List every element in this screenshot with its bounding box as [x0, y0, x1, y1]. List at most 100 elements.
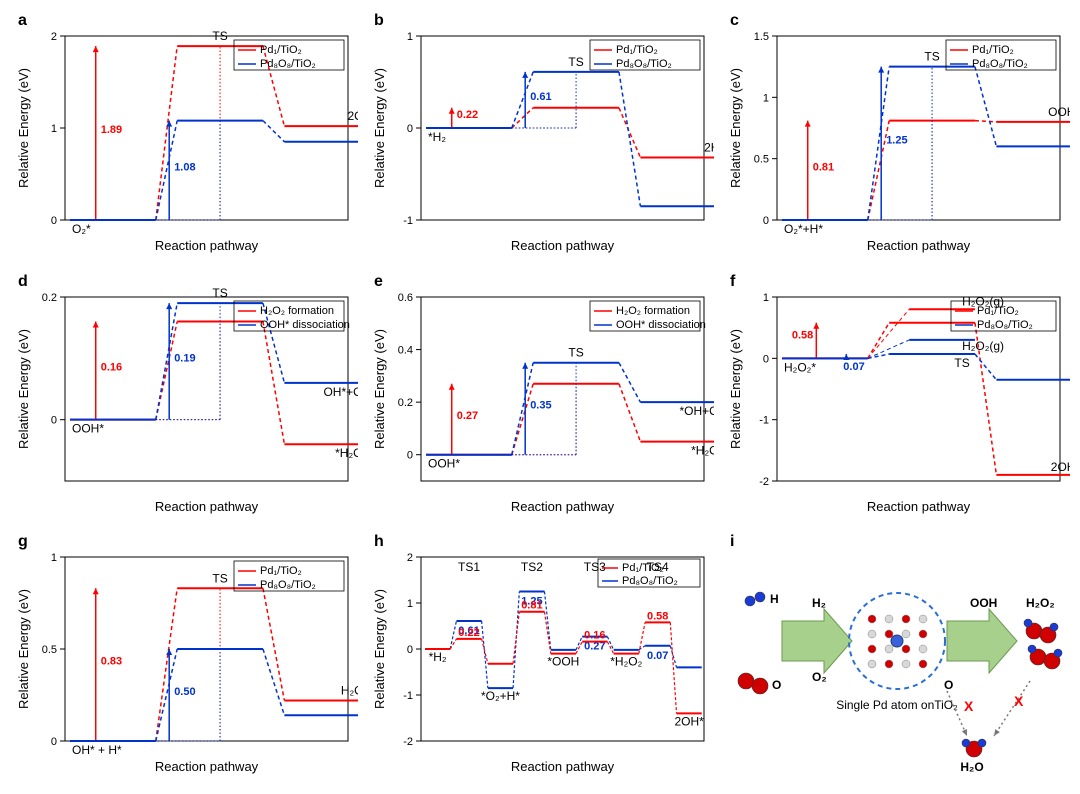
svg-text:Relative Energy (eV): Relative Energy (eV): [16, 329, 31, 449]
panel-label-c: c: [730, 12, 739, 30]
svg-text:2H*: 2H*: [704, 140, 714, 154]
svg-text:OOH: OOH: [970, 596, 997, 610]
svg-text:0.6: 0.6: [398, 292, 413, 304]
svg-text:-1: -1: [403, 690, 413, 702]
svg-text:H: H: [770, 592, 779, 606]
svg-text:Relative Energy (eV): Relative Energy (eV): [372, 68, 387, 188]
svg-text:-2: -2: [403, 736, 413, 748]
panel-b: b -1 0 1 Relative Energy (eV) Reaction pathwa…: [366, 10, 714, 263]
svg-text:Single Pd atom onTiO₂: Single Pd atom onTiO₂: [836, 698, 958, 712]
svg-text:1.89: 1.89: [101, 124, 122, 136]
figure-grid: a 0 1 2 Relative Energy (eV) Reaction pathway…: [10, 10, 1070, 784]
svg-text:OH*+O*: OH*+O*: [323, 385, 358, 399]
svg-text:0.07: 0.07: [843, 361, 864, 373]
svg-text:OH* + H*: OH* + H*: [72, 743, 122, 757]
svg-text:H₂O: H₂O: [960, 760, 983, 774]
svg-text:OOH*: OOH*: [72, 421, 104, 435]
panel-label-i: i: [730, 533, 734, 551]
svg-text:1: 1: [407, 31, 413, 43]
panel-label-d: d: [18, 273, 28, 291]
svg-text:*H₂O₂: *H₂O₂: [691, 443, 714, 457]
svg-text:TS: TS: [212, 572, 227, 586]
svg-text:*OOH: *OOH: [547, 655, 579, 669]
svg-text:Reaction pathway: Reaction pathway: [155, 499, 259, 514]
svg-text:OOH*: OOH*: [428, 456, 460, 470]
svg-text:2O*: 2O*: [347, 109, 358, 123]
svg-text:O: O: [772, 678, 781, 692]
panel-f: f-2-101Relative Energy (eV)Reaction path…: [722, 271, 1070, 524]
svg-text:OOH* dissociation: OOH* dissociation: [616, 319, 706, 331]
svg-text:TS: TS: [568, 55, 583, 69]
svg-text:0.19: 0.19: [174, 352, 195, 364]
svg-text:0: 0: [407, 123, 413, 135]
svg-text:0: 0: [51, 736, 57, 748]
svg-text:Pd₁/TiO₂: Pd₁/TiO₂: [622, 562, 664, 574]
svg-text:*H₂O₂: *H₂O₂: [610, 655, 642, 669]
svg-text:1: 1: [51, 552, 57, 564]
svg-text:H₂O*: H₂O*: [341, 684, 358, 698]
svg-text:0: 0: [51, 414, 57, 426]
svg-text:0.58: 0.58: [792, 329, 813, 341]
svg-text:O₂: O₂: [812, 670, 827, 684]
svg-text:1: 1: [51, 123, 57, 135]
svg-text:Reaction pathway: Reaction pathway: [511, 499, 615, 514]
svg-text:H₂O₂ formation: H₂O₂ formation: [260, 305, 334, 317]
svg-text:*H₂O₂: *H₂O₂: [335, 446, 358, 460]
svg-text:0.50: 0.50: [174, 686, 195, 698]
svg-text:Relative Energy (eV): Relative Energy (eV): [16, 589, 31, 709]
svg-text:TS: TS: [924, 50, 939, 64]
svg-text:-1: -1: [403, 215, 413, 227]
svg-text:H₂: H₂: [812, 596, 826, 610]
svg-text:TS1: TS1: [458, 560, 480, 574]
svg-text:2: 2: [407, 552, 413, 564]
panel-e: e00.20.40.6Relative Energy (eV)Reaction …: [366, 271, 714, 524]
svg-text:Reaction pathway: Reaction pathway: [511, 238, 615, 253]
svg-text:2OH*: 2OH*: [1051, 460, 1070, 474]
svg-text:Pd₁/TiO₂: Pd₁/TiO₂: [260, 565, 302, 577]
svg-text:0.2: 0.2: [398, 397, 413, 409]
panel-label-g: g: [18, 533, 28, 551]
panel-label-a: a: [18, 12, 27, 30]
svg-text:0: 0: [763, 215, 769, 227]
svg-text:Pd₈O₈/TiO₂: Pd₈O₈/TiO₂: [972, 58, 1028, 70]
svg-text:Reaction pathway: Reaction pathway: [155, 238, 259, 253]
svg-text:Reaction pathway: Reaction pathway: [155, 759, 259, 774]
panel-label-e: e: [374, 273, 383, 291]
svg-text:1.5: 1.5: [754, 31, 769, 43]
svg-text:TS: TS: [568, 345, 583, 359]
svg-text:0: 0: [51, 215, 57, 227]
svg-text:0.35: 0.35: [530, 399, 551, 411]
svg-text:1: 1: [763, 292, 769, 304]
svg-text:OOH*: OOH*: [1048, 105, 1070, 119]
svg-text:0.58: 0.58: [647, 611, 668, 623]
svg-text:0.22: 0.22: [457, 109, 478, 121]
panel-i: iHOH₂O₂OOHH₂O₂Single Pd atom onTiO₂OXXH₂…: [722, 531, 1070, 784]
panel-a: a012Relative Energy (eV)Reaction pathway…: [10, 10, 358, 263]
svg-text:0.61: 0.61: [530, 91, 551, 103]
svg-text:0.16: 0.16: [584, 630, 605, 642]
svg-text:Relative Energy (eV): Relative Energy (eV): [728, 68, 743, 188]
svg-text:TS2: TS2: [521, 560, 543, 574]
panel-label-b: b: [374, 12, 384, 30]
svg-text:1.08: 1.08: [174, 161, 195, 173]
svg-text:Pd₈O₈/TiO₂: Pd₈O₈/TiO₂: [622, 575, 678, 587]
svg-text:1: 1: [763, 92, 769, 104]
panel-label-f: f: [730, 273, 735, 291]
svg-text:Relative Energy (eV): Relative Energy (eV): [16, 68, 31, 188]
panel-label-h: h: [374, 533, 384, 551]
svg-text:Reaction pathway: Reaction pathway: [511, 759, 615, 774]
svg-text:*H₂: *H₂: [429, 650, 447, 664]
svg-text:H₂O₂: H₂O₂: [1026, 596, 1055, 610]
svg-text:TS3: TS3: [584, 560, 606, 574]
svg-text:Pd₈O₈/TiO₂: Pd₈O₈/TiO₂: [260, 579, 316, 591]
svg-text:0.07: 0.07: [647, 650, 668, 662]
svg-text:0: 0: [407, 644, 413, 656]
svg-text:X: X: [1014, 693, 1024, 709]
svg-text:0.81: 0.81: [521, 600, 542, 612]
svg-text:0.5: 0.5: [754, 154, 769, 166]
svg-text:O₂*+H*: O₂*+H*: [784, 222, 823, 236]
svg-text:-1: -1: [759, 414, 769, 426]
svg-text:TS: TS: [954, 356, 969, 370]
svg-text:Relative Energy (eV): Relative Energy (eV): [372, 589, 387, 709]
svg-text:*OH+O*: *OH+O*: [679, 404, 714, 418]
